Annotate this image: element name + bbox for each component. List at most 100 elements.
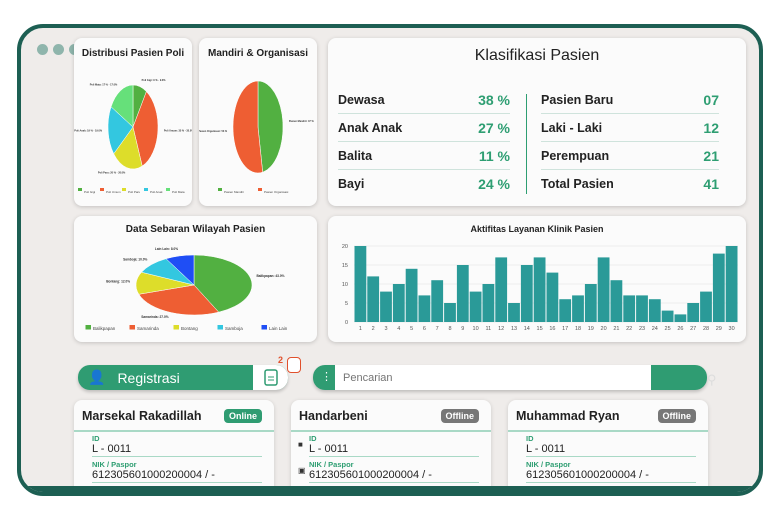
slice-label: Samboja: 10.0% [123, 257, 147, 261]
patient-card[interactable]: Marsekal Rakadillah Online ID L - 0011 NI… [74, 400, 274, 492]
legend-swatch [85, 325, 91, 330]
klasifikasi-title: Klasifikasi Pasien [474, 47, 600, 64]
bar [610, 280, 623, 322]
legend-label: Samboja [225, 326, 243, 331]
bar [456, 265, 469, 322]
search-input[interactable] [335, 365, 651, 390]
x-tick-label: 16 [549, 326, 555, 332]
search-icon[interactable]: ⚲ [707, 372, 717, 387]
x-tick-label: 19 [588, 326, 594, 332]
stat-row: Total Pasien 41 [541, 170, 719, 198]
legend-swatch [100, 188, 104, 191]
slice-label: Pasien Mandiri: 47 % [289, 120, 315, 123]
slice-label: Poli Mata: 17 % - 17.0% [90, 84, 118, 87]
bar [354, 246, 367, 322]
bar [392, 284, 405, 322]
x-tick-label: 25 [665, 326, 671, 332]
legend-label: Bontang [181, 326, 198, 331]
notification-badge[interactable] [287, 357, 301, 373]
divider [74, 430, 274, 432]
x-tick-label: 6 [423, 326, 426, 332]
pie-slice [132, 91, 159, 167]
bar [405, 268, 418, 322]
window-dot-icon[interactable] [53, 44, 64, 55]
bar [444, 303, 456, 322]
patient-name: Marsekal Rakadillah [82, 409, 202, 423]
x-tick-label: 3 [384, 326, 387, 332]
slice-label: Pasien Organisasi: 53 % [199, 130, 228, 133]
frame-bottom [21, 486, 759, 492]
field-label: NIK / Paspor [309, 460, 354, 469]
stat-value: 07 [703, 91, 719, 108]
stat-label: Pasien Baru [541, 92, 614, 107]
bar [725, 246, 738, 322]
document-icon [263, 369, 278, 386]
patient-nik: 612305601000200004 / - [309, 469, 479, 483]
patient-nik: 612305601000200004 / - [526, 469, 696, 483]
pie-slice [193, 254, 253, 313]
legend-label: Poli Paru [128, 190, 141, 194]
y-tick-label: 5 [345, 301, 348, 307]
bar [623, 295, 636, 322]
klasifikasi-card: Klasifikasi Pasien Dewasa 38 % Anak Anak 2… [328, 38, 746, 206]
pie-slice [257, 80, 284, 173]
stat-label: Balita [338, 148, 373, 163]
legend-swatch [78, 188, 82, 191]
bar [418, 295, 431, 322]
patient-card[interactable]: Muhammad Ryan Offline ID L - 0011 NIK / P… [508, 400, 708, 492]
aktifitas-card: Aktifitas Layanan Klinik Pasien 0 5 10 15 20… [328, 216, 746, 342]
bar [469, 291, 482, 322]
x-tick-label: 8 [448, 326, 451, 332]
stat-value: 12 [703, 119, 719, 136]
patient-nik: 612305601000200004 / - [92, 469, 262, 483]
patient-id: L - 0011 [526, 443, 696, 457]
bar [661, 310, 674, 322]
field-label: NIK / Paspor [526, 460, 571, 469]
stat-label: Dewasa [338, 92, 385, 107]
x-tick-label: 5 [410, 326, 413, 332]
chart-title: Distribusi Pasien Poli [81, 48, 185, 59]
legend-swatch [173, 325, 179, 330]
poli-distribution-card: Distribusi Pasien Poli Poli Gigi: 9 % - … [74, 38, 194, 206]
status-badge: Offline [440, 409, 479, 423]
chart-title: Mandiri & Organisasi [207, 48, 309, 59]
legend-label: Poli Gigi [84, 190, 96, 194]
mandiri-pie-chart: Pasien Mandiri: 47 % Pasien Organisasi: 5… [198, 80, 315, 194]
document-button[interactable] [253, 365, 288, 390]
x-tick-label: 15 [537, 326, 543, 332]
bar [508, 303, 520, 322]
stat-row: Dewasa 38 % [338, 86, 510, 114]
pie-slice [113, 126, 143, 170]
patient-id: L - 0011 [92, 443, 262, 457]
y-tick-label: 0 [345, 320, 348, 326]
slice-label: Poli Gigi: 9 % - 9.0% [142, 79, 167, 82]
stat-row: Bayi 24 % [338, 170, 510, 198]
legend-label: Samarinda [137, 326, 159, 331]
y-tick-label: 20 [342, 244, 348, 250]
bar [648, 299, 661, 322]
stat-value: 38 % [478, 91, 510, 108]
x-tick-label: 1 [359, 326, 362, 332]
field-label: NIK / Paspor [92, 460, 137, 469]
bar [520, 265, 533, 322]
app-window: Distribusi Pasien Poli Poli Gigi: 9 % - … [17, 24, 763, 496]
legend-label: Poli Anak [150, 190, 163, 194]
x-tick-label: 20 [601, 326, 607, 332]
legend-label: Pasien Mandiri [224, 190, 244, 194]
stat-row: Balita 11 % [338, 142, 510, 170]
bar [380, 291, 392, 322]
pie-slice [138, 284, 220, 316]
passport-icon: ▣ [298, 466, 306, 475]
stat-label: Bayi [338, 177, 365, 191]
window-dot-icon[interactable] [37, 44, 48, 55]
legend-swatch [217, 325, 223, 330]
id-card-icon: ■ [298, 440, 303, 449]
bar [572, 295, 584, 322]
registrasi-button[interactable]: 👤 Registrasi [78, 365, 288, 390]
status-badge: Offline [657, 409, 696, 423]
menu-icon[interactable]: ⋮ [321, 371, 332, 383]
patient-card[interactable]: Handarbeni Offline ■ ▣ ▦ IDL - 0011 NIK … [291, 400, 491, 492]
wilayah-card: Data Sebaran Wilayah Pasien Balikpapan: … [74, 216, 317, 342]
stat-value: 21 [703, 147, 719, 164]
wilayah-pie-chart: Balikpapan: 43.0% Samarinda: 27.0% Bontang… [85, 247, 288, 331]
